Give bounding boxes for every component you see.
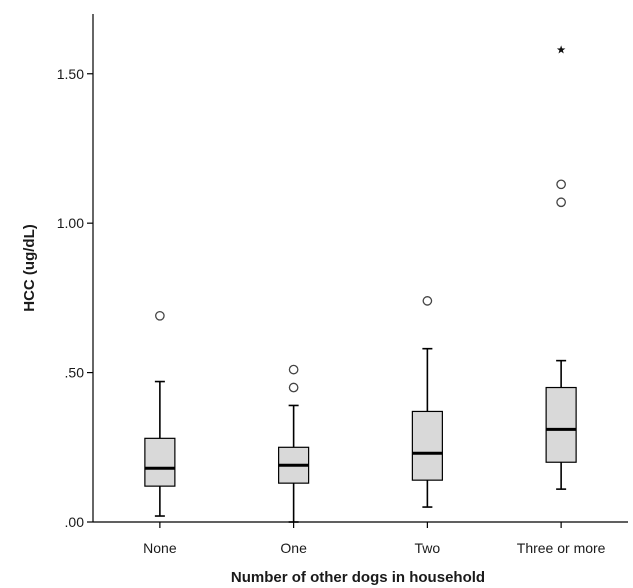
x-axis: None One Two Three or more xyxy=(93,521,628,556)
outlier-point xyxy=(422,296,433,306)
box-group xyxy=(545,45,577,490)
outlier-point xyxy=(556,197,566,208)
y-axis-label: HCC (ug/dL) xyxy=(21,224,38,311)
box-group xyxy=(144,310,176,517)
x-tick-label: Two xyxy=(415,540,441,556)
x-axis-label: Number of other dogs in household xyxy=(231,569,485,586)
box-iqr xyxy=(545,386,577,463)
y-tick-label: .50 xyxy=(65,365,85,381)
box-group xyxy=(278,364,310,523)
x-tick-label: None xyxy=(143,540,177,556)
outlier-point xyxy=(288,364,299,375)
outlier-point xyxy=(288,382,299,393)
box-series xyxy=(144,45,577,523)
x-tick-label: Three or more xyxy=(517,540,606,556)
box-iqr xyxy=(144,437,176,487)
box-iqr xyxy=(411,410,443,481)
extreme-point xyxy=(556,45,566,54)
outlier-point xyxy=(556,179,566,190)
outlier-point xyxy=(155,310,165,321)
box-group xyxy=(411,296,443,508)
y-tick-label: 1.00 xyxy=(57,215,84,231)
y-tick-label: 1.50 xyxy=(57,66,84,82)
x-tick-label: One xyxy=(280,540,307,556)
y-axis: .00 .50 1.00 1.50 xyxy=(57,14,94,530)
y-tick-label: .00 xyxy=(65,514,85,530)
